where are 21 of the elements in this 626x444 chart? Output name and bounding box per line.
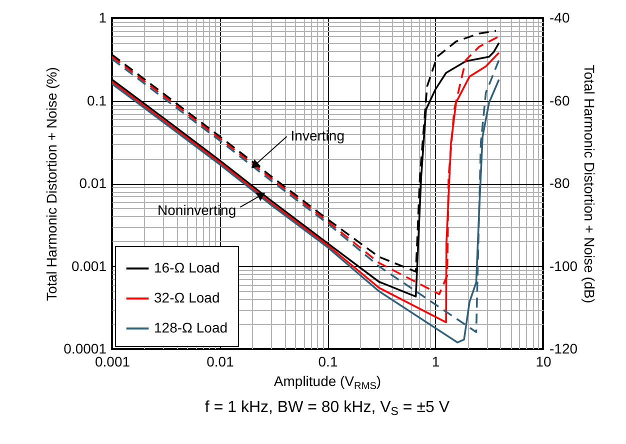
y-tick-label: 0.0001	[64, 340, 107, 356]
legend-label: 16-Ω Load	[154, 260, 220, 276]
y2-tick-label: -60	[550, 92, 570, 108]
y-tick-label: 0.1	[87, 92, 107, 108]
x-tick-label: 10	[536, 354, 552, 370]
y-tick-label: 0.001	[71, 258, 107, 274]
legend-label: 32-Ω Load	[154, 290, 220, 306]
y2-tick-label: -120	[550, 340, 578, 356]
y2-axis-title: Total Harmonic Distortion + Noise (dB)	[582, 64, 598, 304]
y2-tick-label: -100	[550, 258, 578, 274]
annotation: Inverting	[290, 128, 344, 144]
y-axis-title: Total Harmonic Distortion + Noise (%)	[44, 67, 60, 301]
x-tick-label: 1	[432, 354, 440, 370]
annotation: Noninverting	[158, 202, 236, 218]
x-tick-label: 0.01	[206, 354, 234, 370]
y2-tick-label: -80	[550, 175, 570, 191]
y-tick-label: 0.01	[79, 175, 107, 191]
legend-label: 128-Ω Load	[154, 320, 228, 336]
y-tick-label: 1	[98, 10, 107, 26]
x-tick-label: 0.1	[318, 354, 338, 370]
y2-tick-label: -40	[550, 10, 570, 26]
